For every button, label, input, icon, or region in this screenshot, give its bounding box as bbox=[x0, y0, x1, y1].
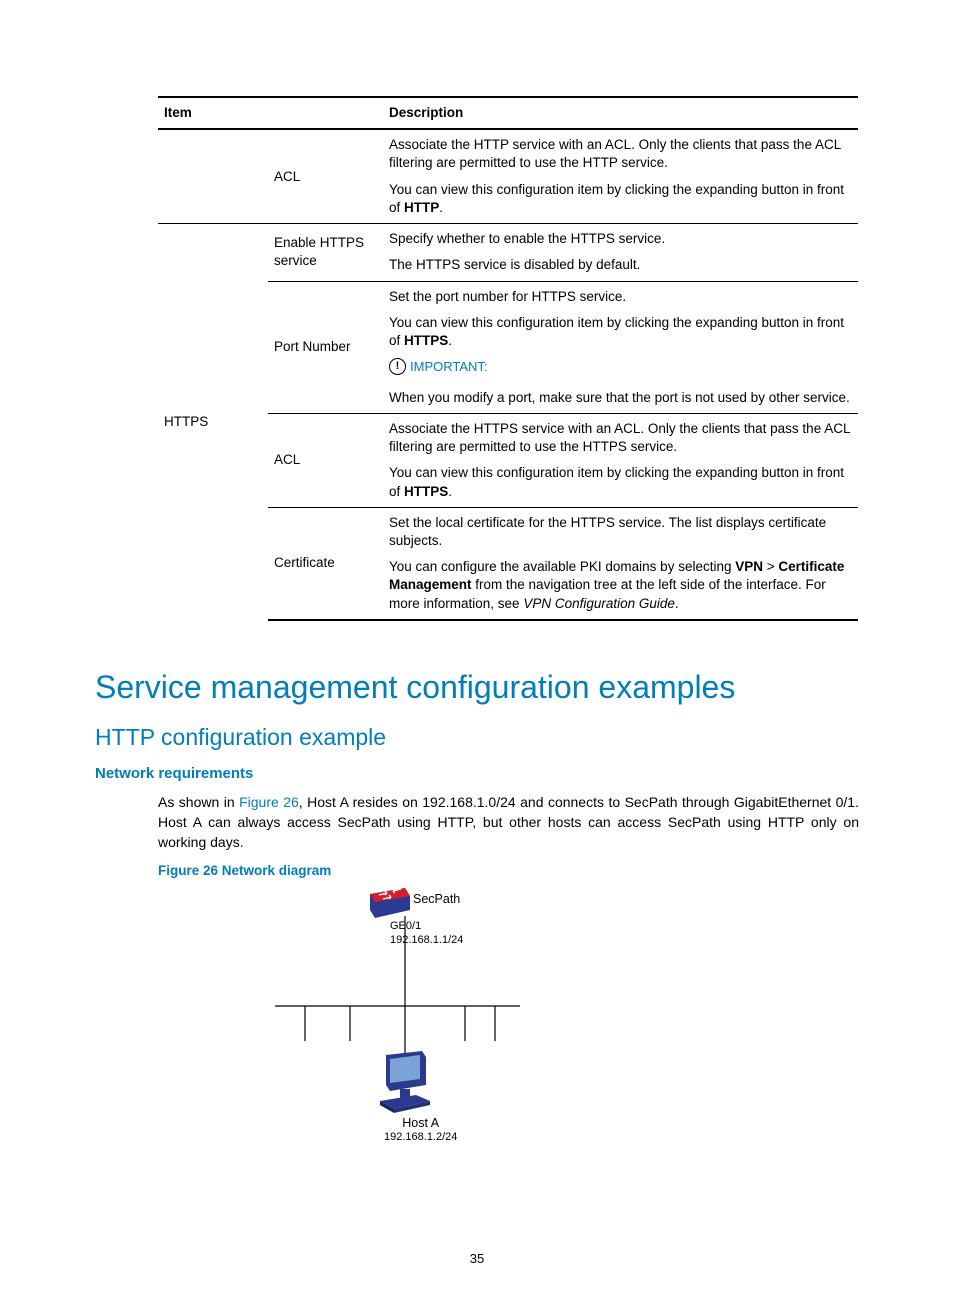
router-label: SecPath bbox=[413, 892, 460, 906]
heading-2: HTTP configuration example bbox=[95, 724, 859, 751]
text: The HTTPS service is disabled by default… bbox=[389, 256, 852, 274]
cell-desc-cert: Set the local certificate for the HTTPS … bbox=[383, 507, 858, 620]
text: Set the local certificate for the HTTPS … bbox=[389, 514, 852, 550]
cell-sub-cert: Certificate bbox=[268, 507, 383, 620]
text: Associate the HTTPS service with an ACL.… bbox=[389, 420, 852, 456]
body-paragraph: As shown in Figure 26, Host A resides on… bbox=[158, 792, 859, 853]
cell-desc-enable: Specify whether to enable the HTTPS serv… bbox=[383, 224, 858, 281]
th-description: Description bbox=[383, 97, 858, 129]
th-item: Item bbox=[158, 97, 383, 129]
heading-1: Service management configuration example… bbox=[95, 669, 859, 706]
text: You can view this configuration item by … bbox=[389, 464, 852, 500]
table-row: HTTPS Enable HTTPS service Specify wheth… bbox=[158, 224, 858, 281]
figure-caption: Figure 26 Network diagram bbox=[158, 863, 859, 878]
text: You can view this configuration item by … bbox=[389, 314, 852, 350]
cell-item-blank bbox=[158, 129, 268, 223]
cell-item-https: HTTPS bbox=[158, 224, 268, 620]
page-number: 35 bbox=[0, 1251, 954, 1266]
important-callout: IMPORTANT: bbox=[389, 358, 852, 380]
cell-sub-https-acl: ACL bbox=[268, 413, 383, 507]
cell-sub-port: Port Number bbox=[268, 281, 383, 413]
text: Associate the HTTP service with an ACL. … bbox=[389, 136, 852, 172]
table-row: ACL Associate the HTTP service with an A… bbox=[158, 129, 858, 223]
cell-desc-port: Set the port number for HTTPS service. Y… bbox=[383, 281, 858, 413]
text: Set the port number for HTTPS service. bbox=[389, 288, 852, 306]
heading-3: Network requirements bbox=[95, 765, 859, 782]
diagram-svg bbox=[210, 886, 550, 1166]
host-label: Host A 192.168.1.2/24 bbox=[384, 1116, 457, 1145]
text: You can view this configuration item by … bbox=[389, 181, 852, 217]
document-page: Item Description ACL Associate the HTTP … bbox=[0, 0, 954, 1296]
cell-desc-http-acl: Associate the HTTP service with an ACL. … bbox=[383, 129, 858, 223]
text: You can configure the available PKI doma… bbox=[389, 558, 852, 613]
cell-sub-enable: Enable HTTPS service bbox=[268, 224, 383, 281]
important-icon bbox=[389, 358, 406, 375]
text: When you modify a port, make sure that t… bbox=[389, 389, 852, 407]
text: Specify whether to enable the HTTPS serv… bbox=[389, 230, 852, 248]
network-diagram: SecPath GE0/1 192.168.1.1/24 Host A 192.… bbox=[210, 886, 550, 1166]
cell-sub-acl: ACL bbox=[268, 129, 383, 223]
cell-desc-https-acl: Associate the HTTPS service with an ACL.… bbox=[383, 413, 858, 507]
interface-label: GE0/1 192.168.1.1/24 bbox=[390, 920, 463, 948]
figure-reference[interactable]: Figure 26 bbox=[239, 794, 299, 810]
config-table: Item Description ACL Associate the HTTP … bbox=[158, 96, 858, 621]
